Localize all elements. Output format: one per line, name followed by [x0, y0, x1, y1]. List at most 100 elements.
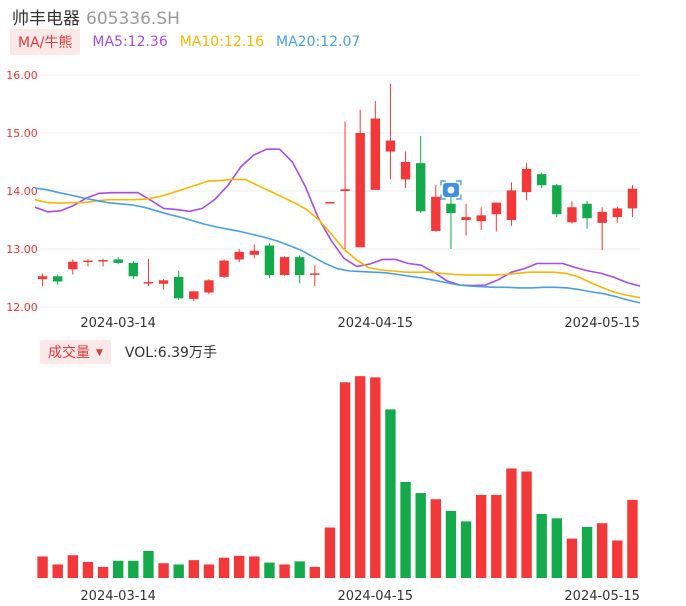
volume-bar	[612, 540, 623, 578]
candle-body	[400, 162, 411, 180]
ma20-legend: MA20:12.07	[276, 34, 361, 50]
volume-bar	[460, 521, 472, 578]
price-tick-label: 14.00	[6, 185, 38, 198]
volume-tag-label: 成交量	[48, 345, 90, 361]
volume-bar	[82, 562, 94, 578]
candle-body	[461, 217, 471, 220]
candle-body	[415, 163, 426, 212]
volume-bar	[536, 514, 547, 578]
event-marker-icon	[440, 180, 462, 200]
volume-bar	[233, 555, 245, 578]
event-marker-corner	[455, 194, 462, 200]
volume-bar	[249, 556, 260, 578]
candle-body	[355, 133, 365, 248]
candle-body	[536, 174, 547, 186]
volume-bar	[324, 527, 336, 578]
volume-bar	[400, 482, 411, 578]
candle-body	[612, 208, 623, 218]
candle-body	[431, 196, 441, 232]
candle-body	[521, 168, 532, 193]
candle-body	[279, 257, 290, 276]
candle-body	[264, 245, 275, 276]
event-marker-corner	[440, 194, 446, 200]
volume-bar	[566, 538, 578, 578]
ma-legend: MA/牛熊 MA5:12.36 MA10:12.16 MA20:12.07	[10, 29, 372, 55]
volume-bar	[506, 468, 517, 578]
volume-bar	[596, 523, 608, 578]
candle-body	[310, 273, 320, 275]
candle-body	[68, 261, 78, 270]
price-date-label: 2024-04-15	[338, 316, 414, 331]
candle-body	[476, 215, 486, 222]
volume-bar	[581, 526, 593, 578]
candle-body	[234, 251, 244, 260]
candle-body	[52, 276, 63, 282]
ma-line-ma10	[34, 178, 641, 299]
volume-bar	[264, 562, 275, 578]
price-tick-label: 15.00	[6, 127, 38, 140]
volume-bar	[67, 555, 79, 578]
candle-body	[340, 189, 350, 191]
candle-body	[128, 262, 139, 277]
volume-bar	[385, 409, 396, 578]
volume-date-label: 2024-04-15	[338, 589, 414, 604]
volume-indicator-selector[interactable]: 成交量 ▼	[40, 340, 111, 364]
candle-body	[567, 207, 577, 223]
candle-body	[83, 260, 93, 263]
volume-bar	[627, 499, 638, 578]
candle-body	[446, 203, 456, 214]
volume-bar	[158, 563, 169, 578]
ma-line-ma5	[34, 148, 641, 287]
price-tick-label: 12.00	[6, 301, 38, 314]
volume-date-label: 2024-03-14	[80, 589, 156, 604]
stock-code: 605336.SH	[86, 9, 180, 29]
candle-body	[552, 185, 562, 215]
stock-header: 帅丰电器 605336.SH	[12, 4, 180, 29]
volume-bar	[415, 493, 426, 578]
volume-bar	[37, 556, 48, 578]
volume-bar	[491, 494, 502, 578]
event-marker-corner	[455, 180, 462, 186]
volume-bar	[112, 560, 124, 578]
volume-bar	[128, 560, 139, 578]
price-date-label: 2024-05-15	[564, 316, 640, 331]
candle-body	[294, 257, 305, 276]
volume-bar	[173, 564, 184, 578]
candle-body	[189, 291, 199, 299]
candle-body	[158, 280, 169, 284]
event-marker-corner	[440, 180, 446, 186]
volume-value: VOL:6.39万手	[124, 345, 217, 361]
candle-body	[173, 276, 184, 299]
candle-body	[597, 211, 607, 223]
caret-down-icon: ▼	[96, 348, 103, 358]
volume-bar	[218, 557, 230, 578]
volume-bar	[370, 377, 381, 578]
volume-bar	[339, 382, 351, 578]
volume-bar	[294, 561, 305, 578]
stock-name: 帅丰电器	[12, 9, 80, 29]
candle-body	[249, 250, 260, 255]
ma-indicator-selector[interactable]: MA/牛熊	[10, 29, 81, 55]
volume-date-label: 2024-05-15	[564, 589, 640, 604]
volume-bar	[143, 550, 154, 578]
volume-bar	[475, 494, 487, 578]
price-date-label: 2024-03-14	[80, 316, 156, 331]
volume-bar	[521, 471, 532, 578]
candle-body	[385, 140, 396, 152]
price-tick-label: 13.00	[6, 243, 38, 256]
event-marker-dot	[447, 186, 455, 194]
volume-bar	[279, 564, 290, 578]
candle-body	[37, 276, 48, 280]
volume-bar	[203, 564, 215, 578]
candle-body	[506, 190, 517, 220]
candle-body	[219, 260, 229, 277]
volume-bar	[309, 566, 321, 578]
candle-body	[627, 188, 638, 209]
ma5-legend: MA5:12.36	[92, 34, 168, 50]
candle-body	[113, 259, 123, 263]
volume-bar	[354, 376, 366, 578]
candle-body	[491, 202, 502, 215]
volume-bar	[445, 510, 457, 578]
volume-bar	[430, 499, 442, 578]
